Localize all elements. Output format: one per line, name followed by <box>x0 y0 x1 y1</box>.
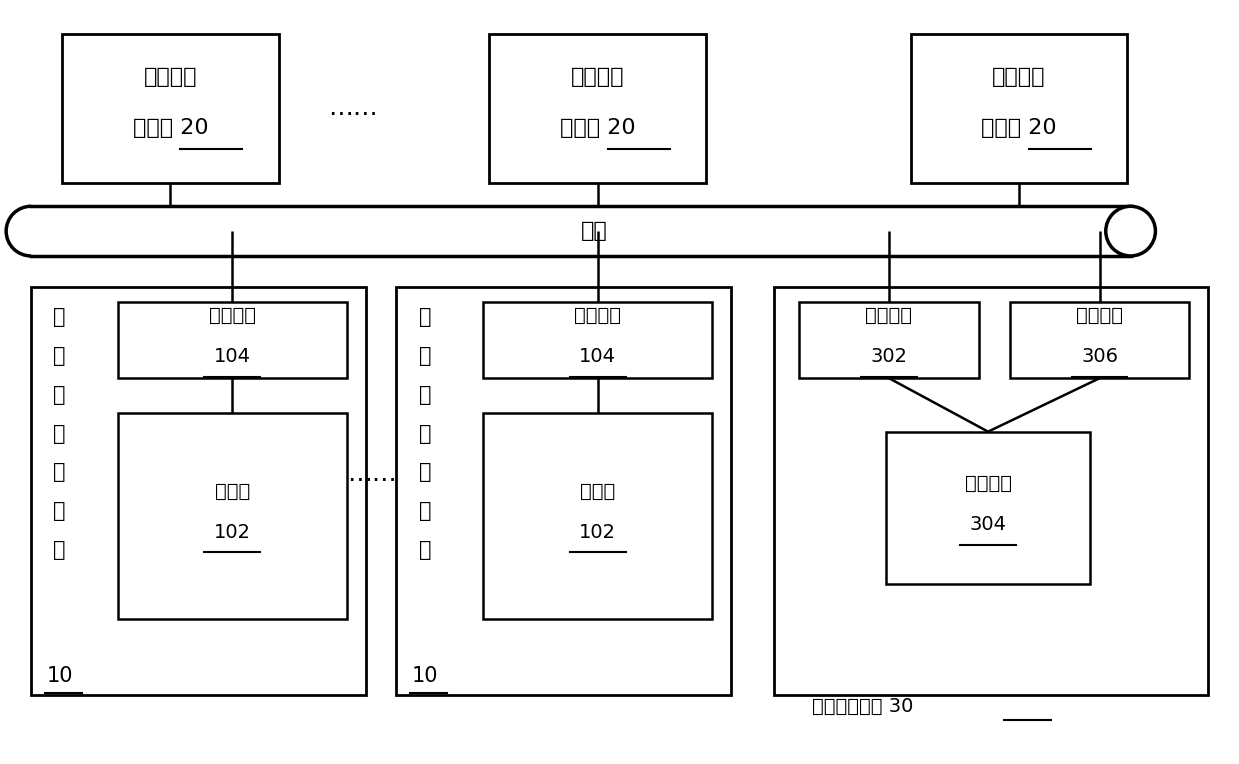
Text: 发送模块: 发送模块 <box>209 306 255 325</box>
Text: 端: 端 <box>53 501 66 521</box>
Text: 交: 交 <box>53 423 66 444</box>
Text: 终端机 20: 终端机 20 <box>133 118 208 138</box>
Text: 10: 10 <box>46 666 73 686</box>
Text: 发送模块: 发送模块 <box>1077 306 1123 325</box>
Text: 发送模块: 发送模块 <box>575 306 621 325</box>
Bar <box>396 286 731 695</box>
Text: 终: 终 <box>419 462 431 482</box>
Text: 信: 信 <box>53 307 66 327</box>
Text: 触摸屏: 触摸屏 <box>580 482 616 500</box>
Text: 触摸屏: 触摸屏 <box>214 482 250 500</box>
Text: 10: 10 <box>411 666 439 686</box>
Bar <box>31 286 366 695</box>
Wedge shape <box>0 206 31 256</box>
Text: 信: 信 <box>419 307 431 327</box>
Text: 机: 机 <box>419 540 431 560</box>
Text: ……: …… <box>347 461 396 486</box>
Text: 104: 104 <box>214 348 250 366</box>
Bar <box>799 302 979 378</box>
Text: 交: 交 <box>419 423 431 444</box>
Text: 信息显示: 信息显示 <box>144 66 197 87</box>
Text: 息: 息 <box>53 346 66 366</box>
Bar <box>483 302 712 378</box>
Text: 终端机 20: 终端机 20 <box>981 118 1057 138</box>
Bar <box>774 286 1208 695</box>
Text: 终端机 20: 终端机 20 <box>560 118 636 138</box>
Text: 306: 306 <box>1082 348 1118 366</box>
Text: 提: 提 <box>419 385 431 405</box>
Bar <box>31 206 1130 256</box>
Bar <box>886 432 1090 584</box>
Text: 102: 102 <box>580 523 616 542</box>
Bar <box>483 413 712 619</box>
Text: 102: 102 <box>214 523 250 542</box>
Text: 302: 302 <box>871 348 907 366</box>
Text: 端: 端 <box>419 501 431 521</box>
Text: 发布管理装置 30: 发布管理装置 30 <box>812 698 913 716</box>
Bar <box>118 413 347 619</box>
Text: 信息显示: 信息显示 <box>571 66 624 87</box>
Text: 信息显示: 信息显示 <box>992 66 1046 87</box>
Text: 网络: 网络 <box>581 222 608 241</box>
Bar <box>911 34 1127 183</box>
Text: 审查模块: 审查模块 <box>965 474 1011 493</box>
Text: 接收模块: 接收模块 <box>866 306 912 325</box>
Text: 提: 提 <box>53 385 66 405</box>
Bar <box>118 302 347 378</box>
Text: 304: 304 <box>970 516 1006 534</box>
Text: 终: 终 <box>53 462 66 482</box>
Bar <box>62 34 279 183</box>
Bar <box>489 34 706 183</box>
Text: ……: …… <box>328 96 378 121</box>
Text: 机: 机 <box>53 540 66 560</box>
Text: 息: 息 <box>419 346 431 366</box>
Bar <box>1010 302 1189 378</box>
Text: 104: 104 <box>580 348 616 366</box>
Ellipse shape <box>1105 206 1156 256</box>
